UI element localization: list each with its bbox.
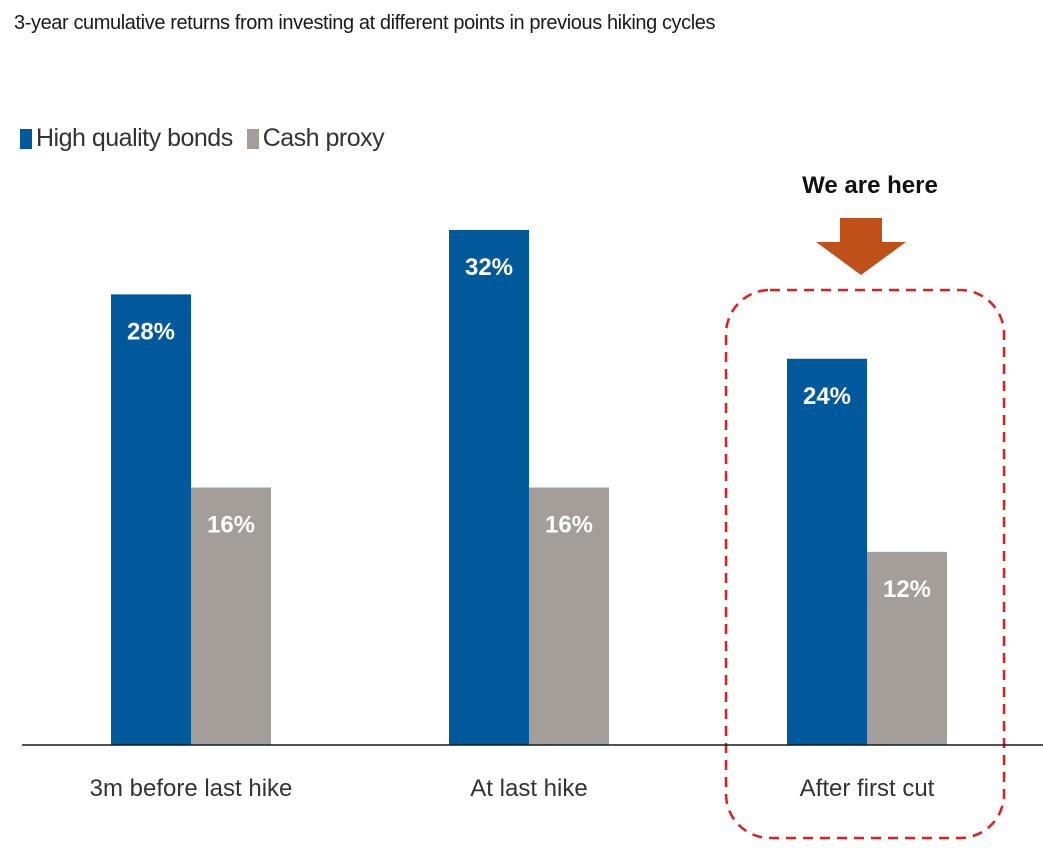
highlight-box: [724, 288, 1006, 840]
callout-arrow-icon: [816, 218, 906, 275]
legend-item-bonds: High quality bonds: [20, 124, 233, 153]
data-label-cash-0: 16%: [207, 512, 255, 539]
bar-cash-0: [191, 487, 271, 745]
data-label-bonds-1: 32%: [465, 254, 513, 281]
chart-title: 3-year cumulative returns from investing…: [14, 12, 716, 34]
legend-label-bonds: High quality bonds: [36, 124, 233, 152]
legend-label-cash: Cash proxy: [262, 124, 385, 152]
bar-cash-2: [867, 551, 947, 745]
category-label-2: After first cut: [800, 775, 935, 802]
legend-swatch-cash: [246, 128, 259, 149]
category-label-1: At last hike: [470, 775, 587, 802]
data-label-cash-2: 12%: [883, 576, 931, 603]
category-label-0: 3m before last hike: [90, 775, 293, 802]
legend-item-cash: Cash proxy: [246, 124, 385, 153]
legend-swatch-bonds: [20, 128, 32, 149]
data-label-bonds-2: 24%: [803, 383, 851, 410]
data-label-bonds-0: 28%: [127, 318, 175, 345]
bar-bonds-1: [449, 230, 529, 745]
bar-bonds-2: [787, 358, 867, 745]
legend: High quality bonds Cash proxy: [20, 124, 398, 153]
callout-text: We are here: [802, 172, 938, 199]
bar-bonds-0: [111, 294, 191, 745]
bar-cash-1: [529, 487, 609, 745]
data-label-cash-1: 16%: [545, 512, 593, 539]
